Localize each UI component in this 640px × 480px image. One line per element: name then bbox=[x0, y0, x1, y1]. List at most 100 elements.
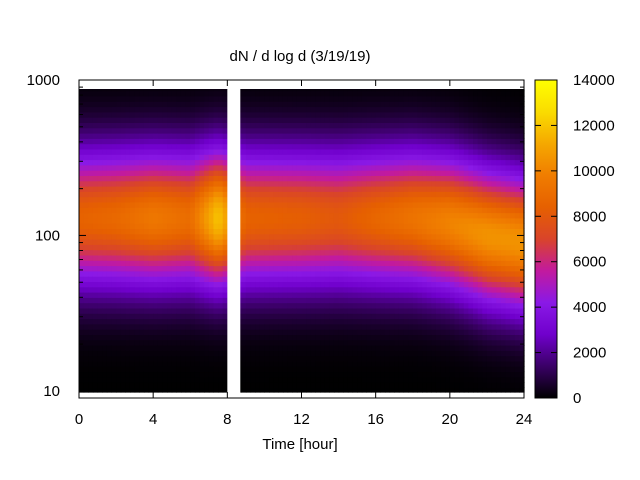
heatmap-cell bbox=[222, 376, 228, 383]
heatmap-cell bbox=[204, 329, 210, 335]
heatmap-cell bbox=[292, 175, 298, 182]
heatmap-cell bbox=[204, 355, 210, 362]
heatmap-cell bbox=[380, 355, 386, 362]
heatmap-cell bbox=[255, 339, 261, 346]
heatmap-cell bbox=[315, 313, 321, 320]
heatmap-cell bbox=[194, 223, 201, 229]
heatmap-cell bbox=[120, 159, 126, 166]
heatmap-cell bbox=[153, 127, 159, 134]
heatmap-cell bbox=[245, 117, 252, 123]
heatmap-cell bbox=[278, 233, 284, 240]
heatmap-cell bbox=[194, 244, 201, 251]
heatmap-cell bbox=[111, 101, 117, 108]
heatmap-cell bbox=[449, 117, 456, 123]
heatmap-cell bbox=[445, 148, 451, 155]
heatmap-cell bbox=[463, 254, 469, 261]
heatmap-cell bbox=[347, 329, 354, 335]
heatmap-cell bbox=[338, 355, 344, 362]
heatmap-cell bbox=[463, 117, 469, 123]
heatmap-cell bbox=[259, 345, 266, 351]
heatmap-cell bbox=[79, 180, 85, 187]
heatmap-cell bbox=[426, 196, 432, 203]
heatmap-cell bbox=[129, 260, 136, 267]
heatmap-cell bbox=[180, 265, 187, 272]
heatmap-cell bbox=[259, 191, 266, 198]
heatmap-cell bbox=[208, 217, 215, 224]
heatmap-cell bbox=[435, 122, 442, 129]
heatmap-cell bbox=[296, 180, 303, 187]
heatmap-cell bbox=[287, 307, 293, 314]
heatmap-cell bbox=[412, 307, 418, 314]
heatmap-cell bbox=[394, 95, 400, 102]
heatmap-cell bbox=[343, 90, 349, 97]
heatmap-cell bbox=[287, 111, 293, 118]
heatmap-cell bbox=[375, 164, 381, 171]
heatmap-cell bbox=[180, 239, 187, 245]
heatmap-cell bbox=[412, 387, 418, 393]
heatmap-cell bbox=[120, 170, 126, 176]
heatmap-cell bbox=[199, 286, 205, 293]
heatmap-cell bbox=[347, 191, 354, 198]
heatmap-cell bbox=[259, 89, 266, 92]
heatmap-cell bbox=[106, 292, 113, 298]
heatmap-cell bbox=[459, 207, 465, 214]
heatmap-cell bbox=[435, 228, 442, 235]
heatmap-cell bbox=[338, 148, 344, 155]
heatmap-cell bbox=[213, 111, 219, 118]
heatmap-cell bbox=[398, 148, 405, 155]
heatmap-cell bbox=[435, 207, 442, 214]
heatmap-cell bbox=[375, 127, 381, 134]
heatmap-cell bbox=[287, 382, 293, 388]
heatmap-cell bbox=[255, 355, 261, 362]
heatmap-cell bbox=[204, 292, 210, 298]
heatmap-cell bbox=[417, 382, 423, 388]
heatmap-cell bbox=[403, 228, 409, 235]
heatmap-cell bbox=[338, 318, 344, 325]
heatmap-cell bbox=[106, 239, 113, 245]
heatmap-cell bbox=[417, 239, 423, 245]
heatmap-cell bbox=[371, 233, 377, 240]
heatmap-cell bbox=[435, 133, 442, 139]
heatmap-cell bbox=[162, 170, 168, 176]
heatmap-cell bbox=[134, 196, 140, 203]
heatmap-cell bbox=[338, 154, 344, 161]
heatmap-cell bbox=[426, 281, 432, 288]
heatmap-cell bbox=[394, 154, 400, 161]
heatmap-cell bbox=[79, 334, 85, 341]
heatmap-cell bbox=[315, 382, 321, 388]
heatmap-cell bbox=[454, 254, 460, 261]
heatmap-cell bbox=[167, 334, 173, 341]
heatmap-cell bbox=[106, 90, 113, 97]
heatmap-cell bbox=[357, 170, 363, 176]
heatmap-cell bbox=[357, 143, 363, 150]
heatmap-cell bbox=[162, 180, 168, 187]
heatmap-cell bbox=[111, 148, 117, 155]
heatmap-cell bbox=[264, 164, 270, 171]
heatmap-cell bbox=[222, 254, 228, 261]
heatmap-cell bbox=[241, 111, 247, 118]
heatmap-cell bbox=[213, 350, 219, 357]
heatmap-cell bbox=[194, 196, 201, 203]
heatmap-cell bbox=[167, 323, 173, 330]
heatmap-cell bbox=[445, 339, 451, 346]
heatmap-cell bbox=[120, 196, 126, 203]
heatmap-cell bbox=[371, 244, 377, 251]
heatmap-cell bbox=[83, 387, 89, 393]
heatmap-cell bbox=[366, 376, 372, 383]
heatmap-cell bbox=[153, 360, 159, 367]
heatmap-cell bbox=[352, 201, 358, 208]
heatmap-cell bbox=[83, 286, 89, 293]
heatmap-cell bbox=[435, 345, 442, 351]
heatmap-cell bbox=[102, 122, 108, 129]
heatmap-cell bbox=[412, 95, 418, 102]
heatmap-cell bbox=[102, 313, 108, 320]
heatmap-cell bbox=[463, 239, 469, 245]
heatmap-cell bbox=[463, 244, 469, 251]
heatmap-cell bbox=[366, 212, 372, 219]
heatmap-cell bbox=[255, 133, 261, 139]
heatmap-cell bbox=[412, 138, 418, 145]
heatmap-cell bbox=[338, 297, 344, 304]
heatmap-cell bbox=[357, 111, 363, 118]
heatmap-cell bbox=[139, 106, 145, 113]
heatmap-cell bbox=[352, 95, 358, 102]
